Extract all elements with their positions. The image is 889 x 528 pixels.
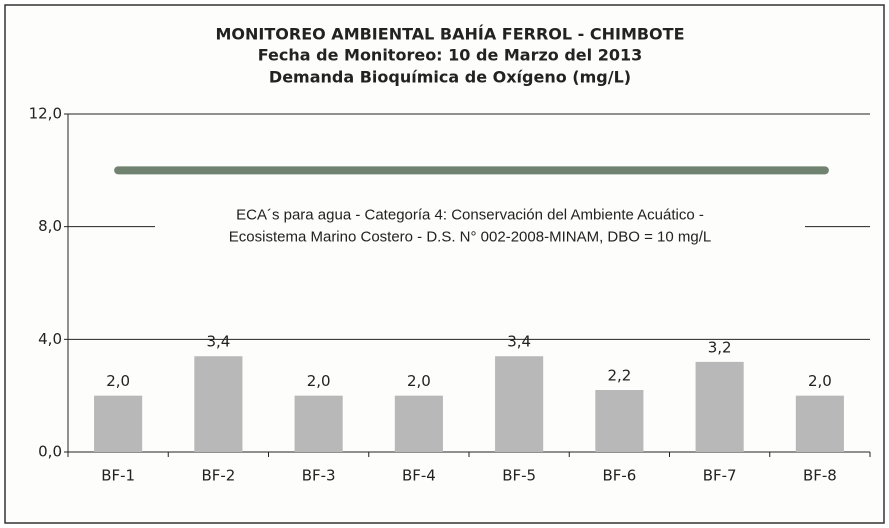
y-tick-label: 0,0 — [38, 443, 62, 461]
bar — [495, 356, 544, 452]
x-tick-label: BF-1 — [101, 467, 135, 485]
annotation: Ecosistema Marino Costero - D.S. N° 002-… — [229, 228, 711, 245]
x-tick-label: BF-7 — [703, 467, 737, 485]
data-label: 2,0 — [407, 372, 431, 390]
y-tick-label: 8,0 — [38, 217, 62, 235]
chart-subtitle: Fecha de Monitoreo: 10 de Marzo del 2013 — [258, 46, 642, 65]
x-tick-label: BF-5 — [502, 467, 536, 485]
bar — [695, 361, 744, 452]
data-label: 2,0 — [808, 372, 832, 390]
bar — [394, 395, 443, 452]
data-label: 2,0 — [307, 372, 331, 390]
data-label: 3,4 — [507, 333, 531, 351]
x-tick-label: BF-4 — [402, 467, 436, 485]
annotation: ECA´s para agua - Categoría 4: Conservac… — [236, 206, 704, 223]
x-tick-label: BF-6 — [602, 467, 636, 485]
x-tick-label: BF-3 — [302, 467, 336, 485]
data-label: 3,2 — [708, 338, 732, 356]
data-label: 2,2 — [607, 367, 631, 385]
x-tick-label: BF-2 — [201, 467, 235, 485]
data-label: 2,0 — [106, 372, 130, 390]
bar — [294, 395, 343, 452]
chart-title: MONITOREO AMBIENTAL BAHÍA FERROL - CHIMB… — [216, 25, 685, 44]
annotation-background — [155, 202, 805, 253]
chart-subtitle: Demanda Bioquímica de Oxígeno (mg/L) — [269, 68, 631, 87]
y-tick-label: 12,0 — [29, 105, 62, 123]
bar — [595, 390, 644, 452]
bar — [194, 356, 243, 452]
y-tick-label: 4,0 — [38, 330, 62, 348]
bar — [94, 395, 143, 452]
bar — [795, 395, 844, 452]
x-tick-label: BF-8 — [803, 467, 837, 485]
data-label: 3,4 — [206, 333, 230, 351]
